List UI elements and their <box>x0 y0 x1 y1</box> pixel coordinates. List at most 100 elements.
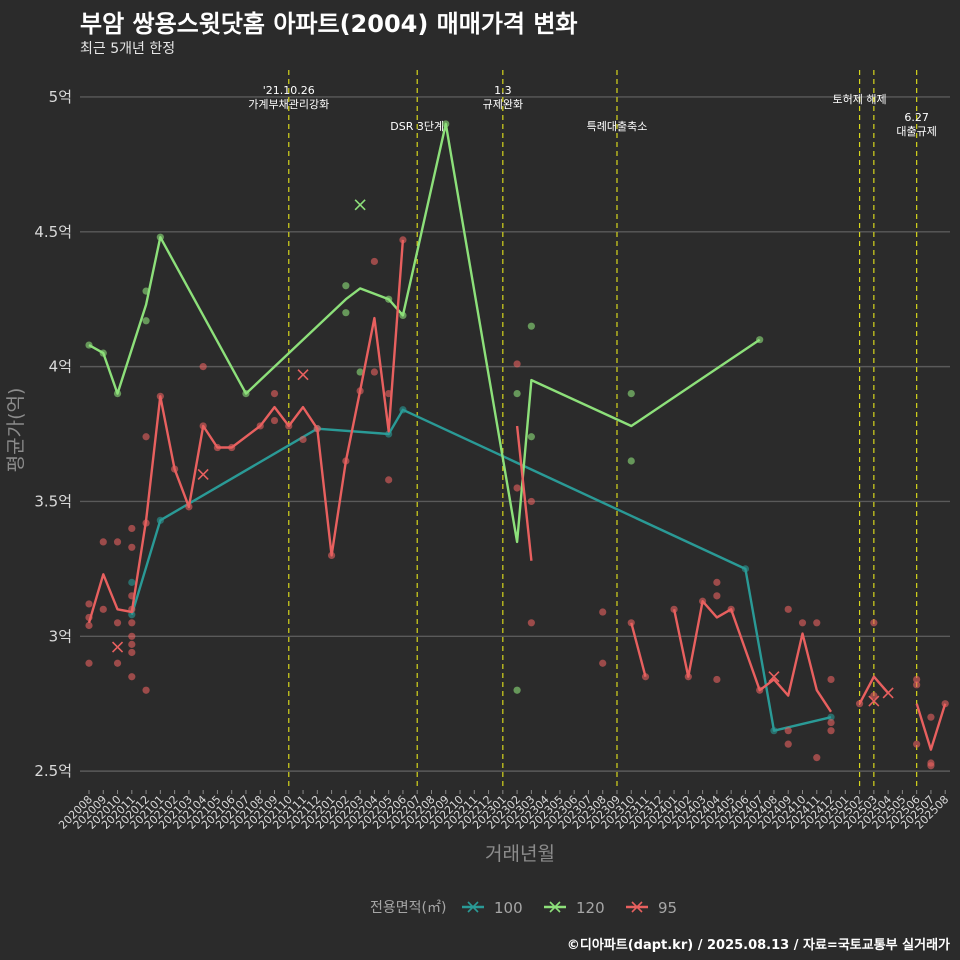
data-point <box>99 538 107 546</box>
data-point <box>513 484 521 492</box>
data-point <box>927 713 935 721</box>
data-point <box>784 740 792 748</box>
data-point <box>270 389 279 398</box>
y-tick-label: 4.5억 <box>34 223 72 241</box>
legend: 전용면적(㎡) 100 120 95 <box>370 899 677 917</box>
series-line <box>672 600 833 713</box>
series-100 <box>128 406 835 735</box>
series-layer <box>85 120 949 770</box>
data-point <box>142 433 150 441</box>
cancelled-mark <box>111 641 124 653</box>
data-point <box>527 322 535 330</box>
data-point <box>342 309 350 317</box>
legend-entry: 120 <box>544 899 605 917</box>
legend-swatch-mark <box>631 901 643 913</box>
data-point <box>299 435 307 444</box>
event-label: DSR 3단계 <box>390 120 444 133</box>
series-line <box>515 425 533 561</box>
data-point <box>342 282 350 290</box>
data-point <box>99 605 107 613</box>
data-point <box>513 360 521 368</box>
axis-layer: 2.5억3억3.5억4억4.5억5억2020082020092020102020… <box>5 88 951 865</box>
data-point <box>913 740 921 748</box>
data-point <box>513 686 521 694</box>
event-label: 6.27 대출규제 <box>896 111 936 138</box>
data-point <box>713 578 721 586</box>
series-120 <box>85 120 764 694</box>
y-tick-label: 3.5억 <box>34 492 72 510</box>
data-point <box>128 543 136 551</box>
data-point <box>128 648 136 657</box>
legend-swatch-mark <box>549 901 561 913</box>
data-point <box>527 497 535 506</box>
cancelled-mark <box>197 468 209 481</box>
cancelled-mark <box>882 687 894 699</box>
cancelled-mark <box>768 671 780 683</box>
data-point <box>85 621 93 630</box>
y-tick-label: 3억 <box>49 627 72 645</box>
legend-label: 100 <box>494 899 523 917</box>
grid-layer <box>80 96 950 772</box>
data-point <box>199 363 207 371</box>
series-line <box>130 408 832 732</box>
y-tick-label: 4억 <box>49 358 72 376</box>
data-point <box>128 640 136 648</box>
data-point <box>527 619 535 627</box>
data-point <box>399 236 407 244</box>
event-label: 1.3 규제완화 <box>483 84 523 111</box>
data-point <box>113 619 122 627</box>
data-point <box>913 675 921 684</box>
legend-label: 120 <box>576 899 605 917</box>
series-95 <box>85 236 949 770</box>
data-point <box>356 368 364 376</box>
data-point <box>913 681 921 689</box>
legend-swatch-mark <box>467 901 479 913</box>
cancelled-mark <box>354 199 366 211</box>
data-point <box>641 673 650 681</box>
legend-entry: 95 <box>626 899 677 917</box>
data-point <box>599 659 607 667</box>
x-axis-title: 거래년월 <box>485 843 555 865</box>
data-point <box>870 619 878 627</box>
data-point <box>85 600 93 608</box>
series-line <box>87 239 405 624</box>
data-point <box>513 389 521 398</box>
data-point <box>128 611 136 619</box>
legend-title: 전용면적(㎡) <box>370 900 446 916</box>
data-point <box>113 659 122 667</box>
cancelled-mark <box>868 695 880 707</box>
chart-title: 부암 쌍용스윗닷홈 아파트(2004) 매매가격 변화 <box>80 10 578 38</box>
data-point <box>827 718 835 727</box>
data-point <box>128 578 136 586</box>
series-line <box>858 675 890 705</box>
data-point <box>827 727 835 735</box>
cancelled-mark <box>297 369 309 381</box>
data-point <box>713 592 721 600</box>
legend-label: 95 <box>658 899 677 917</box>
data-point <box>128 632 136 640</box>
data-point <box>128 524 136 533</box>
data-point <box>627 389 635 398</box>
series-line <box>630 622 647 678</box>
event-label: '21.10.26 가계부채관리강화 <box>248 84 329 111</box>
data-point <box>128 619 136 627</box>
chart-caption: ©디아파트(dapt.kr) / 2025.08.13 / 자료=국토교통부 실… <box>566 938 950 953</box>
data-point <box>627 619 635 627</box>
data-point <box>827 713 835 721</box>
series-line <box>915 703 947 751</box>
data-point <box>370 368 378 376</box>
data-point <box>627 457 635 465</box>
event-label: 특례대출축소 <box>587 120 648 133</box>
data-point <box>784 605 792 613</box>
data-point <box>370 257 378 266</box>
series-line <box>88 122 761 544</box>
data-point <box>113 538 122 546</box>
data-point <box>927 762 935 770</box>
data-point <box>870 692 878 700</box>
data-point <box>813 754 821 762</box>
data-point <box>713 675 721 684</box>
data-point <box>142 317 150 325</box>
data-point <box>599 608 607 616</box>
